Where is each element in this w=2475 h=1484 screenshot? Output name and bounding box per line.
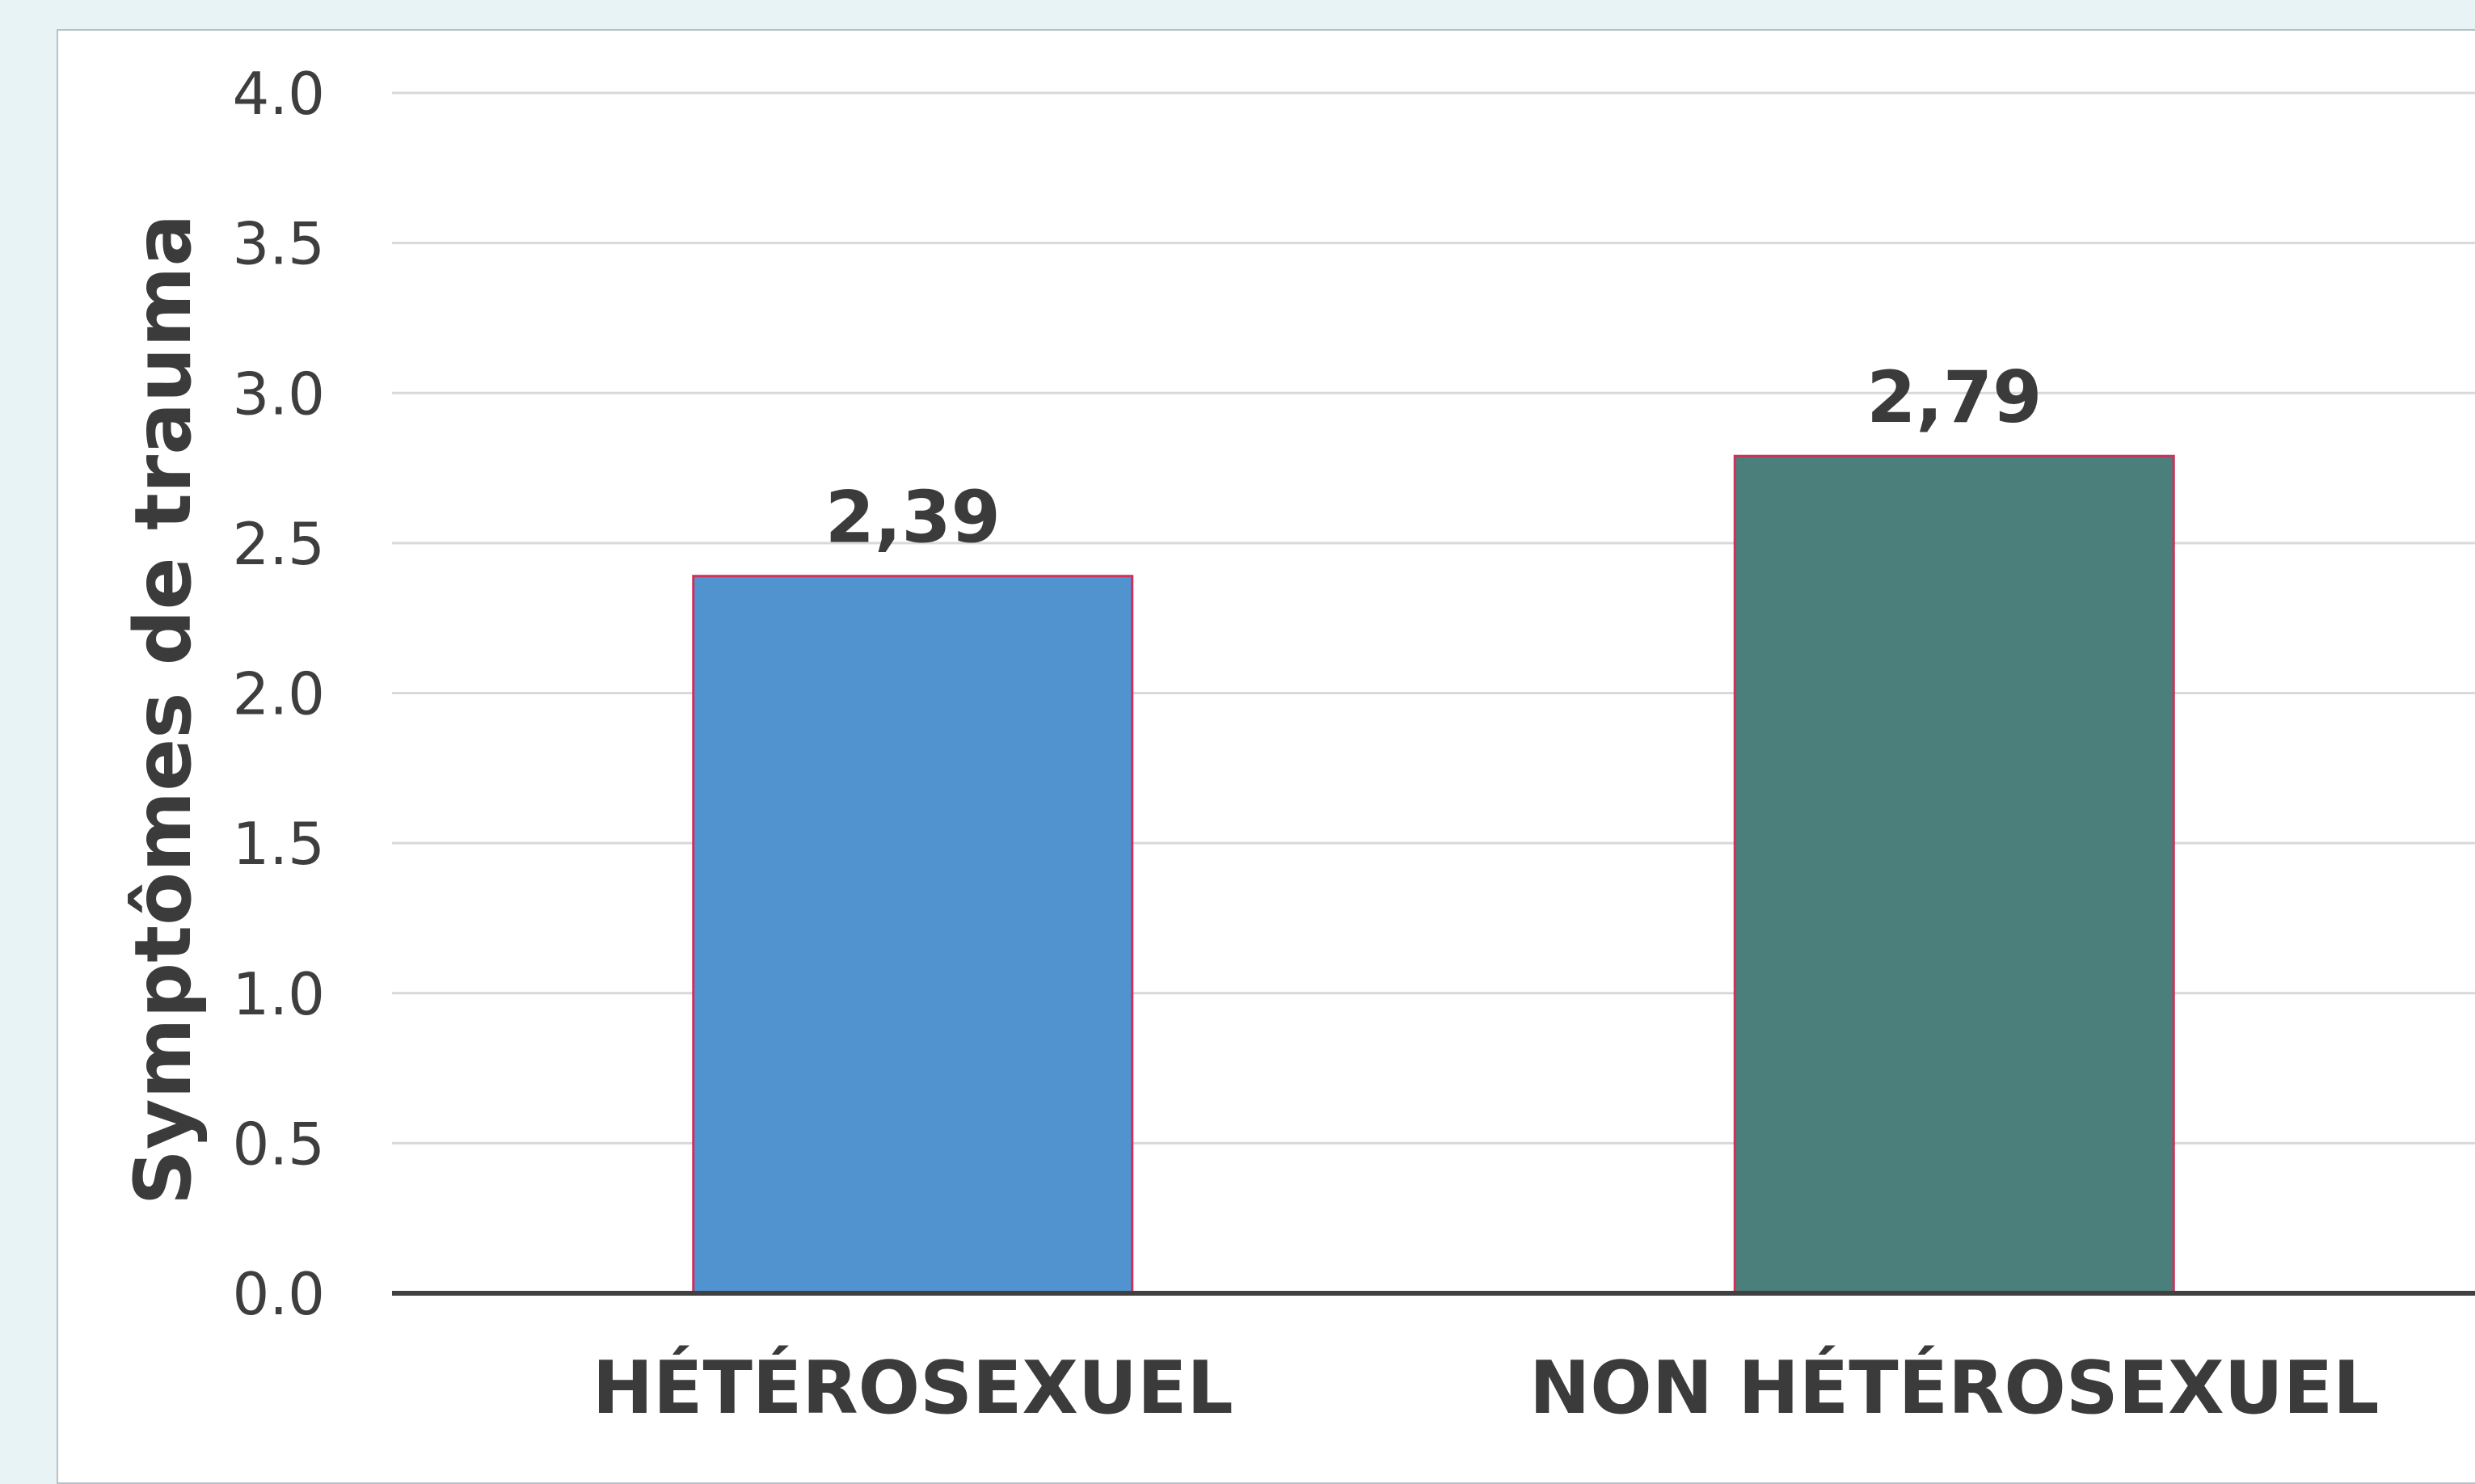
y-tick-label: 2.0 [232,660,325,728]
y-tick-label: 1.0 [232,960,325,1028]
y-tick-label: 0.0 [232,1260,325,1328]
data-label: 2,39 [825,476,1001,559]
x-axis-ticks: HÉTÉROSEXUEL NON HÉTÉROSEXUEL [592,1344,2380,1431]
bar-chart: 0.0 0.5 1.0 1.5 2.0 2.5 3.0 3.5 4.0 2,39 2,79 HÉT… [118,60,2475,1431]
y-tick-label: 3.0 [232,360,325,428]
x-tick-label: NON HÉTÉROSEXUEL [1529,1344,2380,1431]
y-tick-label: 3.5 [232,210,325,278]
data-labels: 2,39 2,79 [825,356,2043,559]
y-axis-label: Symptômes de trauma [118,214,209,1205]
y-tick-label: 2.5 [232,510,325,578]
data-label: 2,79 [1866,356,2042,439]
y-axis-ticks: 0.0 0.5 1.0 1.5 2.0 2.5 3.0 3.5 4.0 [232,60,325,1328]
bar [692,575,1134,1295]
bar [1733,454,2175,1295]
x-tick-label: HÉTÉROSEXUEL [592,1344,1233,1431]
y-tick-label: 4.0 [232,60,325,128]
y-tick-label: 1.5 [232,810,325,878]
bars [692,454,2175,1295]
y-tick-label: 0.5 [232,1110,325,1178]
